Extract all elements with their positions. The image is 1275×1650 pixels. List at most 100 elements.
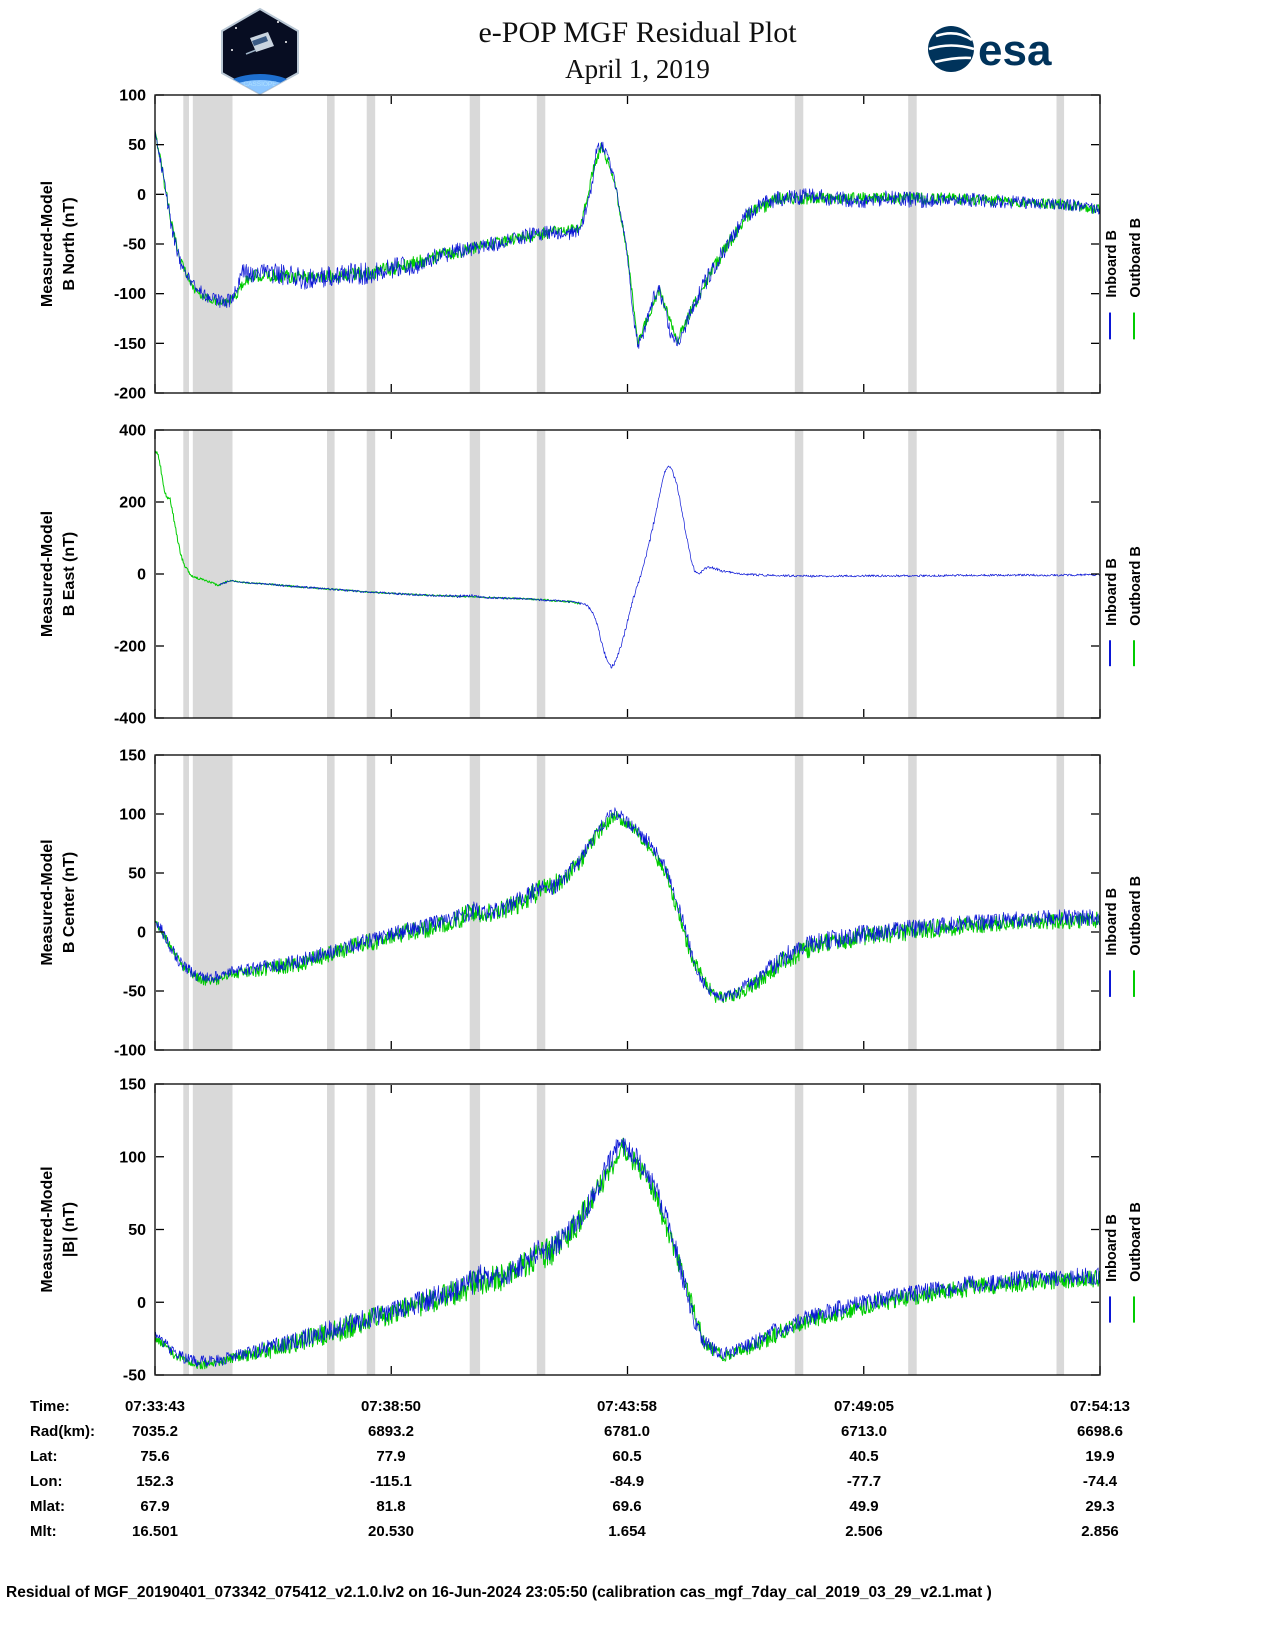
esa-wordmark: esa	[978, 26, 1052, 75]
axis-ticks	[154, 429, 1101, 719]
cassiope-logo-graphic: CASSIOPE	[221, 7, 299, 96]
shaded-band	[908, 95, 917, 393]
table-row-label: Rad(km):	[30, 1423, 96, 1440]
y-tick-labels: -50 0 50 100 150	[119, 1077, 146, 1385]
table-cell: 07:49:05	[833, 1398, 895, 1415]
y-axis-label: Measured-Model B East (nT)	[39, 511, 78, 637]
shaded-band	[327, 1084, 335, 1375]
outboard-b-trace	[155, 1137, 1100, 1370]
shaded-band	[366, 95, 376, 393]
y-tick-label: -50	[123, 237, 146, 254]
table-cell: -74.4	[1082, 1473, 1118, 1490]
shaded-band	[192, 95, 233, 393]
table-cell: 16.501	[132, 1523, 178, 1540]
shaded-band	[327, 430, 335, 718]
y-axis-label-line1: Measured-Model	[39, 839, 56, 965]
legend: Inboard B Outboard B	[1104, 218, 1144, 340]
table-cell: 49.9	[849, 1498, 879, 1515]
shaded-band	[183, 1084, 189, 1375]
y-tick-labels: -400 -200 0 200 400	[114, 423, 146, 728]
shaded-band	[536, 1084, 546, 1375]
table-cell: 77.9	[376, 1448, 406, 1465]
data-traces	[155, 450, 1100, 669]
inboard-b-trace	[219, 465, 1100, 669]
y-tick-labels: -100 -50 0 50 100 150	[114, 748, 146, 1060]
y-tick-label: 50	[128, 866, 146, 883]
shaded-band	[1056, 755, 1065, 1050]
legend: Inboard B Outboard B	[1104, 1202, 1144, 1323]
y-tick-label: 200	[119, 495, 146, 512]
y-tick-label: -400	[114, 711, 146, 728]
table-cell: 6781.0	[604, 1423, 650, 1440]
shaded-band	[366, 755, 376, 1050]
table-cell: 20.530	[368, 1523, 414, 1540]
shaded-band	[192, 430, 233, 718]
plot-panel-2: -400 -200 0 200 400 Measured-Model B East (nT)…	[39, 423, 1144, 728]
table-cell: 07:54:13	[1069, 1398, 1131, 1415]
shaded-band	[469, 1084, 481, 1375]
esa-logo: esa	[926, 22, 1052, 81]
table-cell: 7035.2	[132, 1423, 178, 1440]
y-tick-label: 150	[119, 1077, 146, 1094]
shaded-band	[794, 430, 804, 718]
logo-mission-text: CASSIOPE	[243, 81, 277, 88]
table-cell: 81.8	[376, 1498, 406, 1515]
y-tick-label: -200	[114, 386, 146, 403]
table-cell: 60.5	[612, 1448, 642, 1465]
table-cell: 69.6	[612, 1498, 642, 1515]
plot-panel-3: -100 -50 0 50 100 150 Measured-Model B Center (…	[39, 748, 1144, 1060]
table-cell: 1.654	[608, 1523, 646, 1540]
y-tick-label: 150	[119, 748, 146, 765]
table-cell: 6893.2	[368, 1423, 414, 1440]
table-cell: -77.7	[846, 1473, 882, 1490]
shaded-band	[366, 430, 376, 718]
table-row-label: Time:	[30, 1398, 70, 1415]
legend: Inboard B Outboard B	[1104, 546, 1144, 667]
y-tick-label: 50	[128, 137, 146, 154]
y-axis-label-line1: Measured-Model	[39, 511, 56, 637]
y-axis-label: Measured-Model B Center (nT)	[39, 839, 78, 965]
y-axis-label-line2: B Center (nT)	[61, 852, 78, 953]
table-cell: 19.9	[1085, 1448, 1115, 1465]
table-cell: 07:38:50	[360, 1398, 422, 1415]
shaded-band	[536, 430, 546, 718]
shaded-bands	[183, 430, 1065, 718]
shaded-band	[794, 95, 804, 393]
y-tick-labels: -200 -150 -100 -50 0 50 100	[114, 88, 146, 403]
data-traces	[155, 127, 1100, 349]
y-axis-label: Measured-Model |B| (nT)	[39, 1166, 78, 1292]
y-axis-label-line2: B North (nT)	[61, 197, 78, 290]
table-cell: 29.3	[1085, 1498, 1115, 1515]
shaded-band	[536, 95, 546, 393]
shaded-band	[183, 755, 189, 1050]
shaded-bands	[183, 95, 1065, 393]
axis-ticks	[154, 94, 1101, 394]
legend-outboard-label: Outboard B	[1128, 1202, 1144, 1282]
cassiope-mission-logo: CASSIOPE	[216, 6, 304, 103]
outboard-b-trace	[155, 130, 1100, 346]
plot-panel-1: -200 -150 -100 -50 0 50 100 Measured-Model B Nor…	[39, 88, 1144, 403]
table-cell: -84.9	[609, 1473, 645, 1490]
table-row-label: Lat:	[30, 1448, 58, 1465]
inboard-b-trace	[155, 127, 1100, 349]
inboard-b-trace	[155, 1137, 1100, 1367]
shaded-band	[327, 95, 335, 393]
shaded-band	[469, 755, 481, 1050]
shaded-band	[192, 755, 233, 1050]
table-cell: 2.506	[845, 1523, 883, 1540]
data-traces	[155, 1137, 1100, 1370]
shaded-band	[366, 1084, 376, 1375]
y-axis-label-line2: B East (nT)	[61, 532, 78, 616]
y-tick-label: 0	[137, 187, 146, 204]
legend-inboard-label: Inboard B	[1104, 888, 1120, 956]
y-axis-label-line2: |B| (nT)	[61, 1202, 78, 1257]
legend-outboard-label: Outboard B	[1128, 546, 1144, 626]
y-tick-label: -100	[114, 286, 146, 303]
y-tick-label: 100	[119, 807, 146, 824]
shaded-bands	[183, 755, 1065, 1050]
legend-outboard-label: Outboard B	[1128, 876, 1144, 956]
shaded-band	[183, 95, 189, 393]
legend-inboard-label: Inboard B	[1104, 558, 1120, 626]
shaded-band	[1056, 1084, 1065, 1375]
footer-text: Residual of MGF_20190401_073342_075412_v…	[6, 1584, 992, 1601]
